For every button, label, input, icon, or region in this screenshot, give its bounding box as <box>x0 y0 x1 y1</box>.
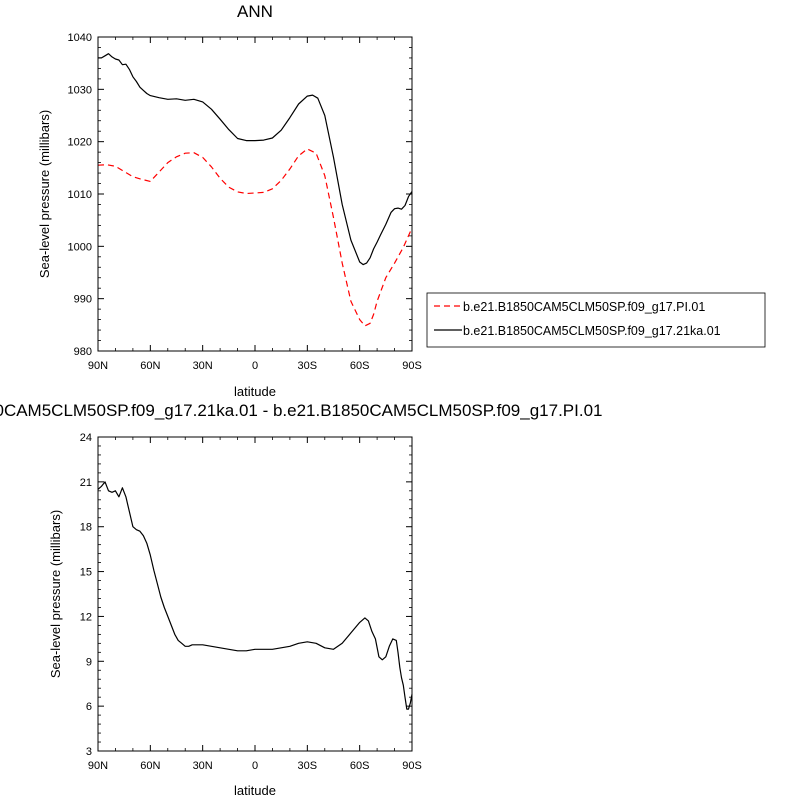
top-y-axis-label: Sea-level pressure (millibars) <box>37 110 52 278</box>
top-x-tick-label: 60N <box>140 360 160 372</box>
top-x-tick-label: 30N <box>193 360 213 372</box>
legend-label-21ka: b.e21.B1850CAM5CLM50SP.f09_g17.21ka.01 <box>463 324 721 338</box>
bottom-y-tick-label: 9 <box>86 656 92 668</box>
bottom-y-tick-label: 18 <box>80 522 92 534</box>
legend-box <box>426 292 766 348</box>
bottom-series-line-0 <box>97 481 413 710</box>
bottom-y-tick-label: 15 <box>80 567 92 579</box>
top-y-tick-label: 1040 <box>68 32 92 44</box>
bottom-x-tick-label: 0 <box>252 760 258 772</box>
top-plot-frame <box>97 36 413 352</box>
top-panel: ANN 90N 60N 30N 0 30S 60S 90S 980 990 1000 1010 102… <box>37 2 766 399</box>
top-chart-title: ANN <box>237 2 273 21</box>
bottom-y-tick-label: 21 <box>80 477 92 489</box>
top-x-tick-label: 90N <box>88 360 108 372</box>
bottom-x-tick-label: 90N <box>88 760 108 772</box>
bottom-x-tick-label: 30N <box>193 760 213 772</box>
top-y-tick-label: 1030 <box>68 84 92 96</box>
bottom-chart-title: b.e21.B1850CAM5CLM50SP.f09_g17.21ka.01 -… <box>0 401 602 420</box>
bottom-x-axis-label: latitude <box>234 783 276 798</box>
top-y-tick-label: 990 <box>74 294 92 306</box>
top-x-axis-label: latitude <box>234 384 276 399</box>
top-y-tick-label: 980 <box>74 346 92 358</box>
bottom-y-tick-label: 6 <box>86 701 92 713</box>
top-series-line-0 <box>97 148 413 327</box>
top-y-tick-label: 1000 <box>68 241 92 253</box>
top-x-tick-label: 90S <box>402 360 422 372</box>
top-x-tick-label: 60S <box>350 360 370 372</box>
top-x-tick-label: 30S <box>298 360 318 372</box>
bottom-panel: b.e21.B1850CAM5CLM50SP.f09_g17.21ka.01 -… <box>0 401 602 798</box>
bottom-y-tick-label: 3 <box>86 746 92 758</box>
top-series-line-1 <box>98 53 413 266</box>
bottom-x-tick-label: 30S <box>298 760 318 772</box>
top-x-tick-label: 0 <box>252 360 258 372</box>
bottom-x-tick-label: 60S <box>350 760 370 772</box>
top-y-tick-label: 1010 <box>68 189 92 201</box>
bottom-y-tick-label: 24 <box>80 432 92 444</box>
legend-label-pi: b.e21.B1850CAM5CLM50SP.f09_g17.PI.01 <box>463 300 705 314</box>
bottom-plot-frame <box>97 436 413 752</box>
legend: b.e21.B1850CAM5CLM50SP.f09_g17.PI.01 b.e… <box>426 292 766 348</box>
bottom-x-tick-label: 60N <box>140 760 160 772</box>
top-y-tick-label: 1020 <box>68 137 92 149</box>
bottom-y-tick-label: 12 <box>80 611 92 623</box>
bottom-x-tick-label: 90S <box>402 760 422 772</box>
bottom-y-axis-label: Sea-level pressure (millibars) <box>48 510 63 678</box>
